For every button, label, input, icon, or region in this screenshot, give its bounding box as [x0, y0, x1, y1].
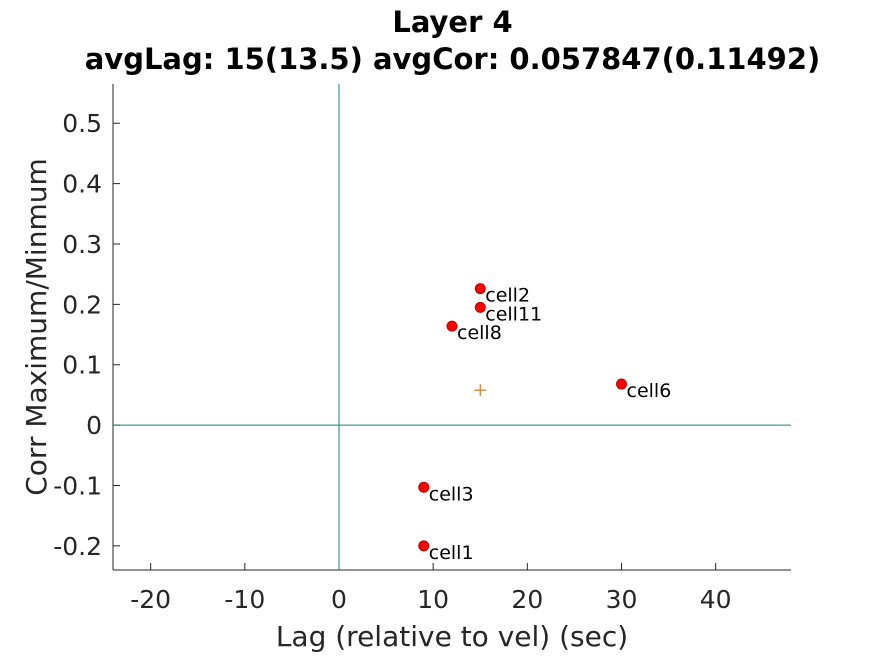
axes: -20 -10 0 10 20 30 40 -0.2 -0.1 0 0.1 0.2 0.3 0.4 0.5 — [53, 84, 791, 614]
chart-title: Layer 4 — [392, 5, 513, 39]
y-tick-label: 0.3 — [62, 230, 102, 259]
x-tick-label: 40 — [700, 585, 732, 614]
data-label-cell1: cell1 — [429, 542, 474, 564]
y-tick-label: 0.4 — [62, 170, 102, 199]
data-label-cell6: cell6 — [627, 380, 672, 402]
data-point-cell6 — [616, 378, 627, 390]
data-point-cell2 — [474, 283, 486, 295]
x-axis-label: Lag (relative to vel) (sec) — [276, 620, 628, 653]
y-tick-label: 0 — [86, 411, 102, 440]
data-label-cell8: cell8 — [457, 322, 502, 344]
data-point-cell11 — [474, 301, 486, 313]
x-tick-label: 0 — [331, 585, 347, 614]
chart-subtitle: avgLag: 15(13.5) avgCor: 0.057847(0.1149… — [84, 42, 821, 76]
y-tick-label: 0.2 — [62, 290, 102, 319]
data-label-cell11: cell11 — [485, 303, 542, 325]
x-tick-label: -10 — [224, 585, 265, 614]
x-tick-label: 20 — [511, 585, 543, 614]
data-label-cell2: cell2 — [485, 285, 530, 307]
y-tick-label: -0.1 — [53, 471, 102, 500]
y-tick-label: 0.1 — [62, 351, 102, 380]
mean-marker — [474, 384, 487, 397]
data-label-cell3: cell3 — [429, 483, 474, 505]
data-point-cell1 — [418, 540, 430, 552]
reference-lines — [113, 84, 791, 570]
data-point-cell8 — [446, 320, 458, 332]
data-point-cell3 — [418, 481, 430, 493]
y-tick-label: -0.2 — [53, 532, 102, 561]
x-tick-label: -20 — [130, 585, 171, 614]
y-tick-label: 0.5 — [62, 109, 102, 138]
x-tick-label: 30 — [606, 585, 638, 614]
x-tick-label: 10 — [417, 585, 449, 614]
y-axis-label: Corr Maximum/Minmum — [20, 158, 53, 496]
